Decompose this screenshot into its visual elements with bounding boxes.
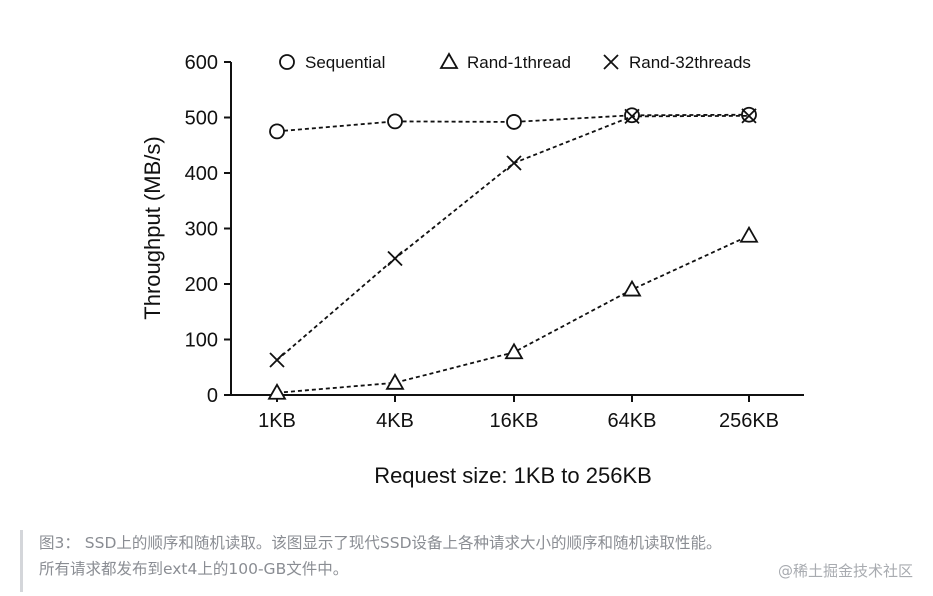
data-point-triangle [504, 342, 524, 360]
data-point-circle [387, 113, 403, 130]
chart-legend: Sequential Rand-1thread Rand-32threads [279, 52, 751, 72]
series-line [276, 234, 750, 394]
chart-axes [230, 62, 804, 396]
x-tick-label: 256KB [719, 410, 779, 432]
caption-line-2: 所有请求都发布到ext4上的100-GB文件中。 [39, 560, 349, 578]
x-tick-label: 4KB [376, 410, 414, 432]
x-tick-label: 64KB [608, 410, 657, 432]
legend-marker-triangle [439, 52, 459, 69]
data-point-triangle [739, 225, 759, 243]
y-tick-label: 400 [185, 163, 218, 185]
x-tick-label: 1KB [258, 410, 296, 432]
data-point-cross [269, 352, 285, 368]
series-triangle [267, 225, 759, 400]
legend-item: Sequential [279, 53, 385, 72]
data-point-cross [741, 108, 757, 124]
y-tick-label: 100 [185, 330, 218, 352]
figure-caption: 图3： SSD上的顺序和随机读取。该图显示了现代SSD设备上各种请求大小的顺序和… [20, 530, 925, 592]
x-tick-label: 16KB [490, 410, 539, 432]
data-point-triangle [267, 382, 287, 400]
series-cross [269, 108, 757, 368]
y-tick-label: 600 [185, 52, 218, 74]
legend-label: Rand-1thread [467, 53, 571, 72]
data-point-cross [624, 108, 640, 125]
data-point-triangle [385, 372, 405, 390]
legend-item: Rand-1thread [439, 52, 571, 72]
y-axis-label: Throughput (MB/s) [140, 136, 165, 319]
legend-label: Sequential [305, 53, 385, 72]
series-line [276, 113, 750, 133]
y-tick-label: 500 [185, 108, 218, 130]
data-point-cross [506, 155, 522, 171]
data-point-cross [387, 250, 403, 267]
legend-marker-cross [603, 54, 619, 70]
series-line [276, 114, 750, 361]
data-point-triangle [622, 279, 642, 297]
x-axis-label: Request size: 1KB to 256KB [374, 463, 652, 488]
data-point-circle [269, 123, 285, 140]
chart-series [267, 106, 759, 400]
legend-label: Rand-32threads [629, 53, 751, 72]
y-tick-label: 0 [207, 385, 218, 407]
x-axis-ticks: 1KB 4KB 16KB 64KB 256KB [258, 395, 779, 432]
caption-line-1: 图3： SSD上的顺序和随机读取。该图显示了现代SSD设备上各种请求大小的顺序和… [39, 534, 722, 552]
y-tick-label: 300 [185, 219, 218, 241]
legend-marker-circle [279, 54, 295, 70]
series-circle [269, 106, 757, 140]
y-tick-label: 200 [185, 274, 218, 296]
y-axis-ticks: 0 100 200 300 400 500 600 [185, 52, 231, 407]
data-point-circle [506, 114, 522, 130]
legend-item: Rand-32threads [603, 53, 751, 72]
watermark: @稀土掘金技术社区 [775, 560, 915, 581]
